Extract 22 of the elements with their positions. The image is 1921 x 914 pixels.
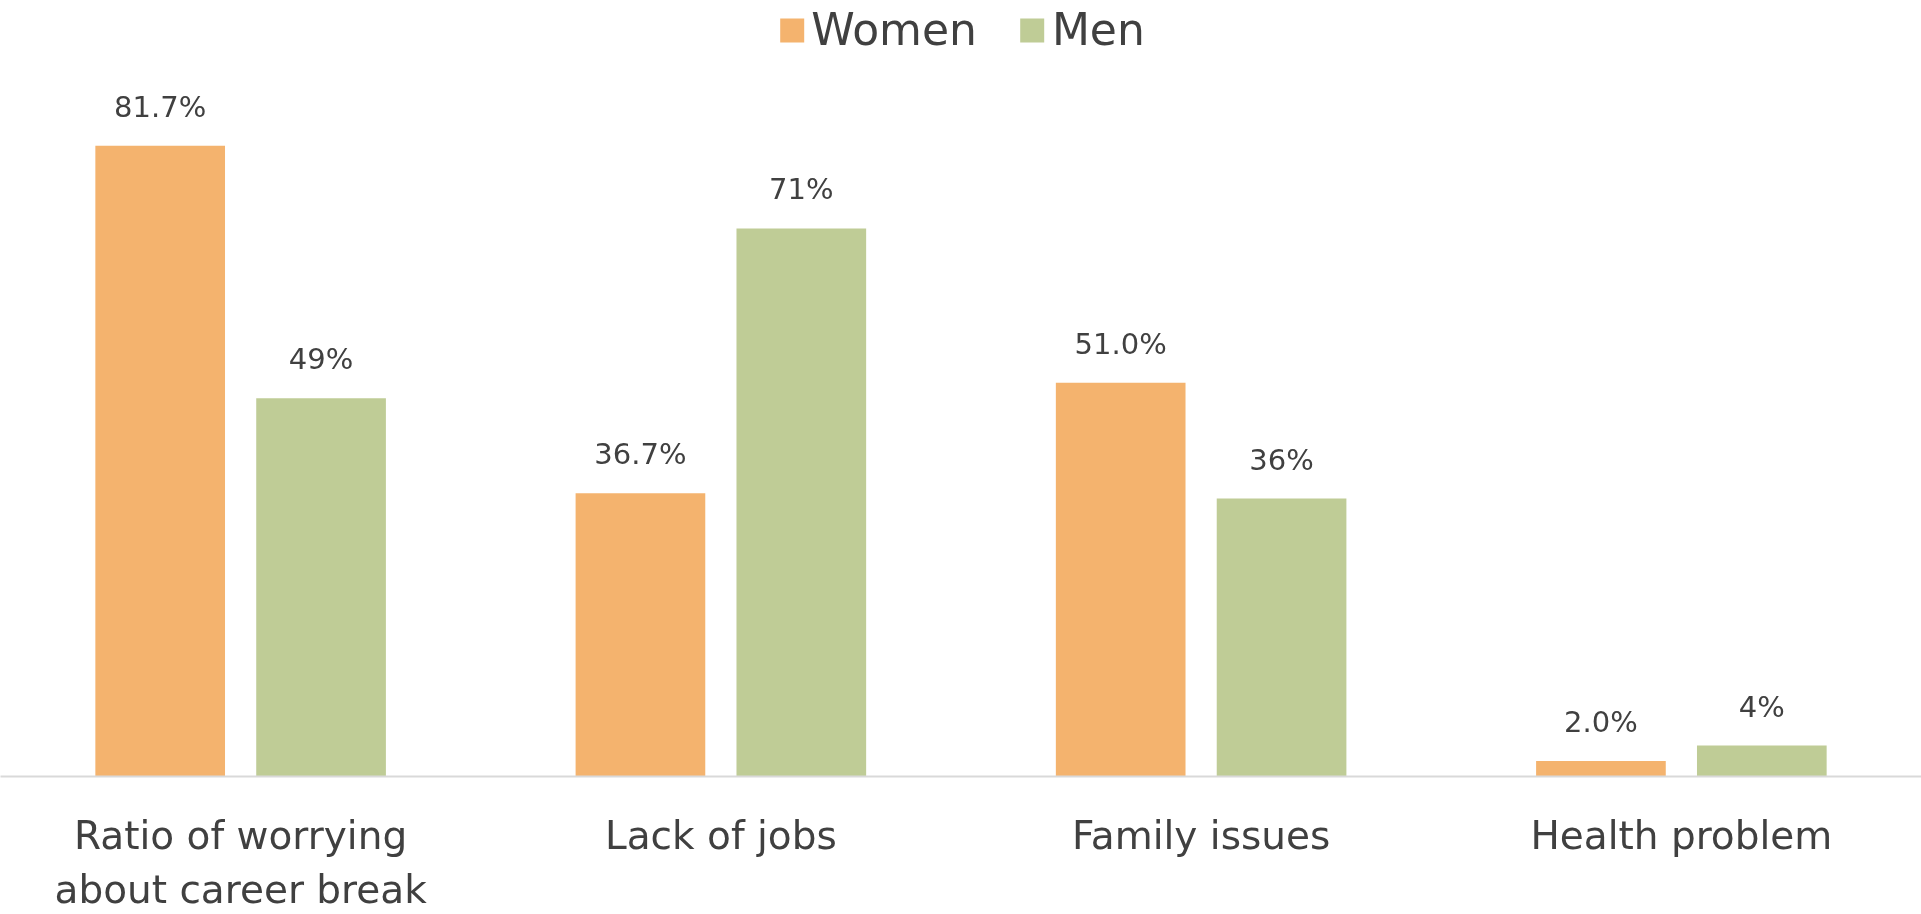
x-tick-label: Family issues (1071, 812, 1331, 858)
bar (1055, 382, 1186, 777)
data-label: 81.7% (114, 89, 207, 124)
data-label: 51.0% (1074, 326, 1167, 361)
data-label: 49% (288, 342, 354, 377)
x-tick-label: Health problem (1530, 812, 1833, 858)
bar (1216, 498, 1347, 777)
data-label: 36.7% (594, 437, 687, 472)
data-label: 4% (1738, 689, 1785, 724)
x-tick-label: Lack of jobs (604, 812, 837, 858)
bar (736, 228, 867, 777)
x-tick-label: Ratio of worrying about career break (54, 812, 428, 912)
data-label: 2.0% (1564, 705, 1638, 740)
legend-label: Women (811, 4, 977, 55)
bar (95, 145, 226, 777)
data-label: 71% (769, 172, 834, 207)
data-label: 36% (1249, 442, 1314, 477)
bar (1696, 745, 1827, 777)
bar (256, 398, 386, 777)
legend-label: Men (1051, 4, 1145, 55)
bar (575, 493, 706, 777)
bar (1536, 761, 1666, 777)
